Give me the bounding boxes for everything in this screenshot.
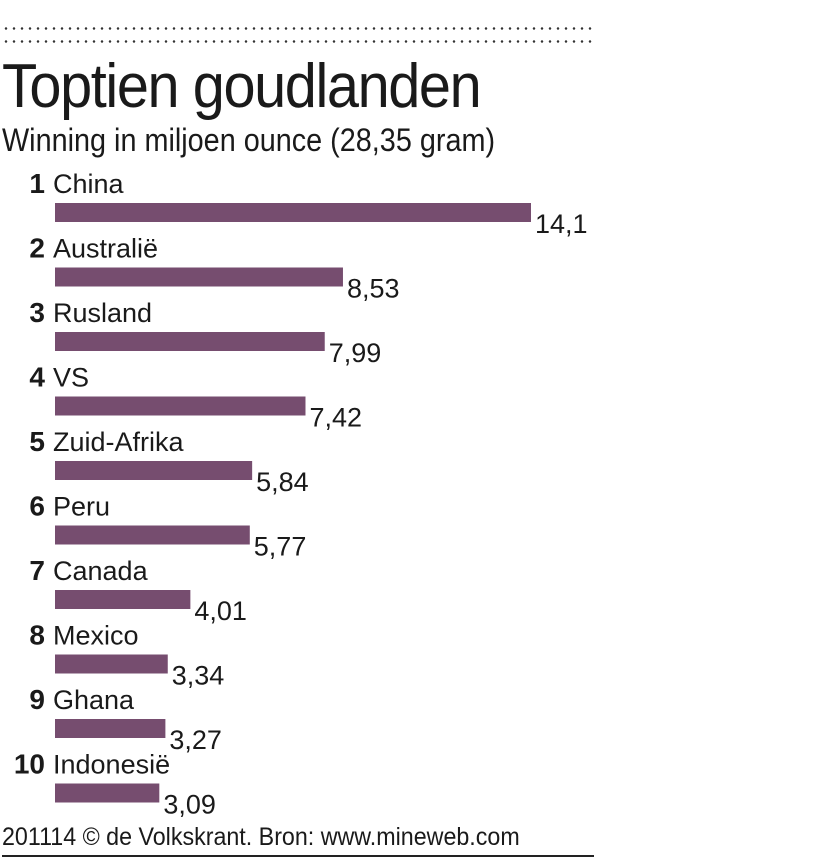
value-label: 3,27 [169,725,222,755]
rank-label: 3 [29,297,45,328]
dotted-rule-top [2,27,596,30]
value-label: 8,53 [347,274,400,304]
rank-label: 5 [29,426,45,457]
country-label: Australië [53,234,158,264]
country-label: Canada [53,556,149,586]
country-label: Peru [53,492,110,522]
value-label: 4,01 [194,596,247,626]
chart-title: Toptien goudlanden [2,52,482,121]
dotted-rule-bottom [2,40,596,43]
rank-label: 10 [14,749,45,780]
bar [55,461,253,480]
value-label: 7,42 [309,403,362,433]
bar [55,267,343,287]
value-label: 14,1 [535,209,588,239]
bar [55,203,531,222]
bar [55,332,325,351]
value-label: 3,09 [163,790,216,820]
bar [55,590,191,609]
chart-subtitle: Winning in miljoen ounce (28,35 gram) [2,122,496,158]
footer-rule [2,855,594,857]
value-label: 7,99 [329,338,382,368]
bar [55,783,160,803]
rank-label: 7 [29,555,45,586]
rank-label: 4 [29,362,45,393]
country-label: Indonesië [53,750,170,780]
rank-label: 1 [29,168,45,199]
value-label: 5,77 [254,532,307,562]
country-label: Zuid-Afrika [53,427,185,457]
rank-label: 9 [29,684,45,715]
bar [55,525,250,545]
country-label: VS [53,363,89,393]
rank-label: 2 [29,233,45,264]
bar [55,654,168,674]
country-label: China [53,169,125,199]
value-label: 5,84 [256,467,309,497]
source-credit: 201114 © de Volkskrant. Bron: www.minewe… [2,823,520,851]
country-label: Mexico [53,621,139,651]
bar [55,719,166,738]
country-label: Rusland [53,298,152,328]
value-label: 3,34 [172,661,225,691]
rank-label: 6 [29,491,45,522]
bar [55,396,306,416]
country-label: Ghana [53,685,135,715]
rank-label: 8 [29,620,45,651]
